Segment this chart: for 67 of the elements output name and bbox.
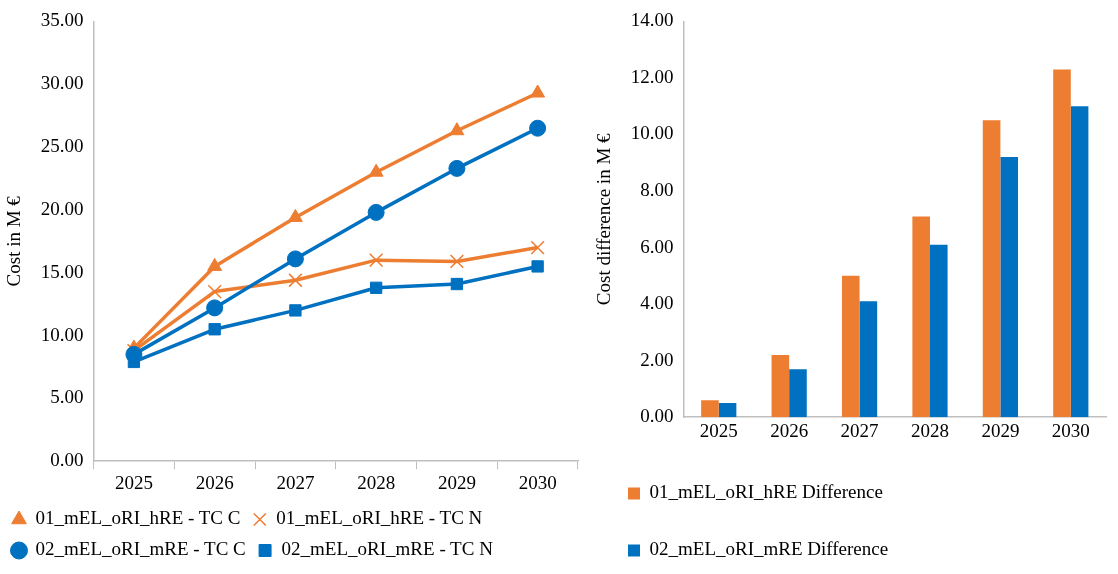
bar [789, 369, 807, 418]
y-tick-label: 15.00 [40, 260, 84, 282]
y-tick-label: 0.00 [50, 449, 84, 471]
point [207, 284, 222, 299]
legend-label: 02_mEL_oRI_mRE Difference [649, 538, 889, 560]
y-tick-label: 6.00 [640, 235, 674, 257]
bar [841, 275, 860, 418]
x-tick-label: 2026 [195, 471, 234, 493]
bar [771, 355, 790, 418]
point [530, 84, 546, 98]
x-tick-label: 2028 [910, 419, 949, 441]
y-tick-label: 12.00 [630, 65, 674, 87]
point [449, 122, 465, 136]
y-tick-label: 0.00 [640, 405, 674, 427]
y-tick-label: 25.00 [40, 135, 84, 157]
y-tick-label: 4.00 [640, 292, 674, 314]
y-tick-label: 20.00 [40, 197, 84, 219]
x-tick-label: 2027 [840, 419, 879, 441]
x-tick-label: 2028 [357, 471, 396, 493]
point [208, 323, 221, 336]
y-tick-label: 5.00 [50, 386, 84, 408]
y-axis-title: Cost in M € [3, 195, 25, 287]
bar [1053, 69, 1071, 418]
point [450, 277, 464, 291]
legend-label: 01_mEL_oRI_hRE Difference [649, 481, 883, 503]
point [289, 304, 302, 317]
y-tick-label: 35.00 [40, 9, 84, 31]
legend-label: 02_mEL_oRI_mRE - TC C [35, 538, 246, 560]
x-tick-label: 2030 [518, 471, 557, 493]
x-tick-label: 2029 [437, 471, 476, 493]
bar [718, 403, 737, 418]
legend-label: 01_mEL_oRI_hRE - TC C [35, 507, 241, 529]
point [448, 159, 466, 177]
point [206, 299, 224, 317]
point [529, 119, 547, 137]
x-tick-label: 2027 [276, 471, 315, 493]
x-tick-label: 2025 [114, 471, 153, 493]
point [288, 273, 303, 288]
x-tick-label: 2030 [1051, 419, 1090, 441]
point [369, 281, 383, 294]
bar [912, 216, 930, 418]
y-tick-label: 8.00 [640, 179, 674, 201]
y-tick-label: 30.00 [40, 72, 84, 94]
y-tick-label: 10.00 [630, 122, 674, 144]
bar [1070, 106, 1089, 418]
bar [859, 301, 878, 418]
point [368, 163, 384, 177]
legend-label: 01_mEL_oRI_hRE - TC N [276, 507, 483, 529]
y-axis-title: Cost difference in M € [593, 132, 615, 306]
bar [929, 244, 948, 418]
point [287, 208, 303, 222]
x-tick-label: 2026 [770, 419, 809, 441]
y-tick-label: 14.00 [630, 9, 674, 31]
legend-label: 02_mEL_oRI_mRE - TC N [281, 538, 494, 560]
x-tick-label: 2029 [981, 419, 1020, 441]
y-tick-label: 10.00 [40, 323, 84, 345]
point [369, 253, 384, 268]
y-tick-label: 2.00 [640, 348, 674, 370]
x-tick-label: 2025 [699, 419, 738, 441]
point [367, 203, 385, 221]
bar [701, 400, 719, 418]
point [531, 260, 544, 273]
bar [1000, 157, 1018, 418]
point [286, 250, 304, 268]
point [530, 240, 545, 255]
point [449, 254, 464, 269]
bar [982, 120, 1001, 418]
